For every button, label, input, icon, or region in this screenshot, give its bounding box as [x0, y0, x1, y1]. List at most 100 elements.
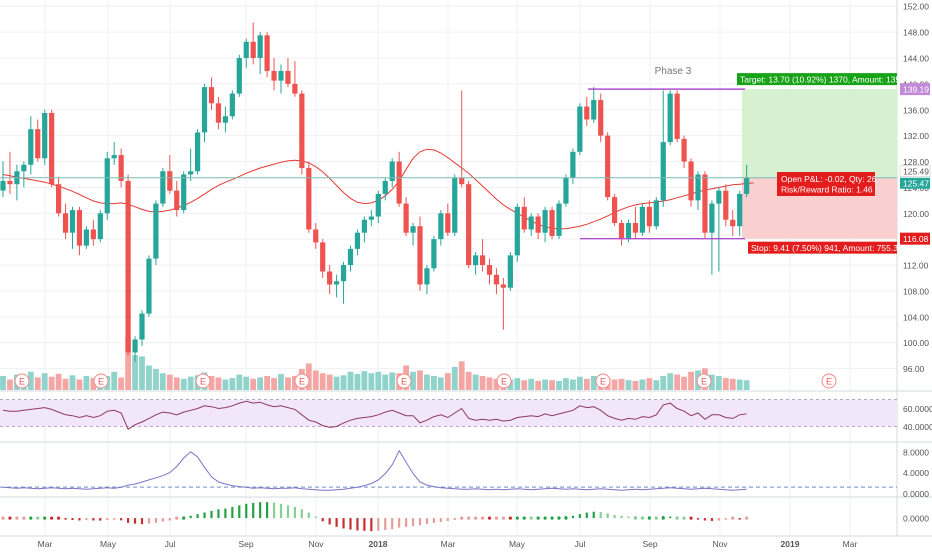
candle[interactable] — [417, 216, 423, 291]
candle-body[interactable] — [486, 265, 493, 275]
candle-body[interactable] — [56, 184, 62, 214]
candle[interactable] — [591, 87, 597, 123]
candle-body[interactable] — [737, 193, 743, 227]
candle[interactable] — [215, 96, 222, 130]
candle[interactable] — [118, 148, 124, 188]
earnings-marker[interactable]: E — [821, 373, 837, 389]
candle-body[interactable] — [556, 203, 562, 236]
candle[interactable] — [612, 193, 618, 227]
candle-body[interactable] — [368, 216, 374, 220]
candle[interactable] — [306, 161, 312, 233]
candle[interactable] — [410, 223, 416, 246]
candle[interactable] — [605, 132, 611, 201]
candles[interactable] — [0, 22, 750, 363]
earnings-marker[interactable]: E — [496, 373, 512, 389]
candle-body[interactable] — [90, 229, 96, 240]
candle-body[interactable] — [21, 164, 27, 172]
candle-body[interactable] — [139, 313, 145, 340]
candle-body[interactable] — [153, 203, 159, 259]
candle[interactable] — [125, 174, 131, 356]
candle[interactable] — [493, 268, 500, 295]
candle[interactable] — [132, 336, 138, 363]
candle[interactable] — [667, 90, 673, 146]
candle[interactable] — [76, 206, 83, 256]
candle-body[interactable] — [354, 232, 361, 249]
candle[interactable] — [375, 190, 381, 223]
candle[interactable] — [21, 161, 27, 188]
candle[interactable] — [389, 158, 395, 188]
candle-body[interactable] — [7, 180, 13, 185]
candle[interactable] — [681, 135, 687, 168]
candle[interactable] — [466, 180, 472, 269]
candle-body[interactable] — [118, 155, 124, 181]
candle-body[interactable] — [62, 213, 69, 233]
candle[interactable] — [28, 116, 34, 175]
candle[interactable] — [285, 58, 291, 88]
candle-body[interactable] — [702, 174, 708, 233]
candle-body[interactable] — [340, 265, 347, 282]
candle[interactable] — [459, 90, 465, 188]
candle-body[interactable] — [452, 177, 458, 233]
candle[interactable] — [361, 216, 367, 243]
candle[interactable] — [396, 151, 402, 207]
candle-body[interactable] — [535, 216, 541, 233]
candle[interactable] — [243, 38, 249, 68]
candle-body[interactable] — [83, 229, 89, 246]
candle[interactable] — [347, 245, 354, 272]
time-axis[interactable]: Mar May Jul Sep Nov 2018 Mar May Jul Sep Nov 2019 Ma… — [38, 539, 858, 549]
candle[interactable] — [49, 109, 55, 188]
candle[interactable] — [500, 278, 506, 330]
earnings-marker[interactable]: E — [195, 373, 211, 389]
candle-body[interactable] — [466, 184, 472, 266]
candle[interactable] — [229, 90, 235, 120]
candle-body[interactable] — [577, 106, 583, 152]
candle-body[interactable] — [570, 151, 576, 178]
candle-body[interactable] — [222, 116, 228, 123]
candle[interactable] — [278, 64, 284, 94]
candle[interactable] — [7, 151, 13, 194]
candle[interactable] — [528, 213, 534, 236]
candle-body[interactable] — [49, 113, 55, 185]
candle-body[interactable] — [313, 229, 319, 243]
candle[interactable] — [160, 168, 166, 207]
candle[interactable] — [264, 32, 270, 78]
candle-body[interactable] — [215, 103, 222, 123]
candle-body[interactable] — [229, 93, 235, 117]
candle-body[interactable] — [730, 219, 736, 227]
candle-body[interactable] — [181, 174, 187, 211]
candle[interactable] — [222, 106, 228, 133]
candle-body[interactable] — [528, 216, 534, 230]
candle-body[interactable] — [514, 206, 520, 256]
candle-body[interactable] — [563, 177, 569, 204]
candle[interactable] — [382, 177, 388, 201]
candle[interactable] — [716, 187, 722, 272]
candle[interactable] — [535, 213, 541, 240]
candle-body[interactable] — [243, 41, 249, 58]
entry-price-tag-b[interactable]: 125.47 — [900, 177, 930, 189]
candle[interactable] — [577, 103, 583, 156]
candle-body[interactable] — [591, 100, 597, 120]
candle-body[interactable] — [716, 190, 722, 204]
candle-body[interactable] — [188, 171, 194, 175]
candle[interactable] — [257, 32, 263, 75]
candle-body[interactable] — [431, 239, 437, 269]
candle[interactable] — [723, 184, 729, 227]
candle-body[interactable] — [257, 35, 263, 58]
candle-body[interactable] — [542, 210, 548, 233]
candle-body[interactable] — [0, 180, 6, 191]
candle-body[interactable] — [660, 142, 666, 201]
candle[interactable] — [639, 203, 645, 236]
candle[interactable] — [340, 261, 347, 304]
candle-body[interactable] — [605, 135, 611, 198]
candle[interactable] — [632, 206, 639, 240]
candle[interactable] — [542, 206, 548, 243]
candle[interactable] — [368, 210, 374, 227]
candle-body[interactable] — [69, 210, 76, 233]
candle-body[interactable] — [97, 213, 103, 240]
candle-body[interactable] — [667, 93, 673, 143]
earnings-marker[interactable]: E — [595, 373, 611, 389]
candle[interactable] — [521, 197, 527, 233]
candle-body[interactable] — [125, 180, 131, 353]
candle[interactable] — [473, 252, 479, 275]
